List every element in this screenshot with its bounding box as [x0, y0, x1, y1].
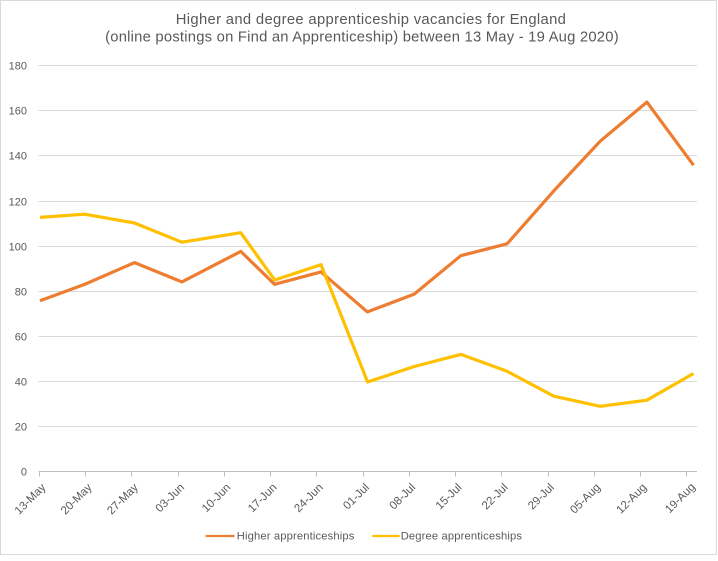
svg-text:80: 80 — [15, 287, 27, 299]
svg-text:120: 120 — [9, 197, 27, 209]
svg-text:140: 140 — [9, 151, 27, 163]
svg-text:100: 100 — [9, 242, 27, 254]
svg-text:Higher and degree apprenticesh: Higher and degree apprenticeship vacanci… — [176, 12, 566, 28]
svg-text:(online postings on Find an Ap: (online postings on Find an Apprenticesh… — [105, 29, 619, 45]
svg-text:40: 40 — [15, 377, 27, 389]
svg-text:60: 60 — [15, 332, 27, 344]
svg-text:Higher apprenticeships: Higher apprenticeships — [237, 531, 355, 543]
svg-text:Degree apprenticeships: Degree apprenticeships — [401, 531, 523, 543]
svg-text:20: 20 — [15, 422, 27, 434]
svg-text:0: 0 — [21, 467, 27, 479]
svg-text:160: 160 — [9, 106, 27, 118]
svg-text:180: 180 — [9, 61, 27, 73]
